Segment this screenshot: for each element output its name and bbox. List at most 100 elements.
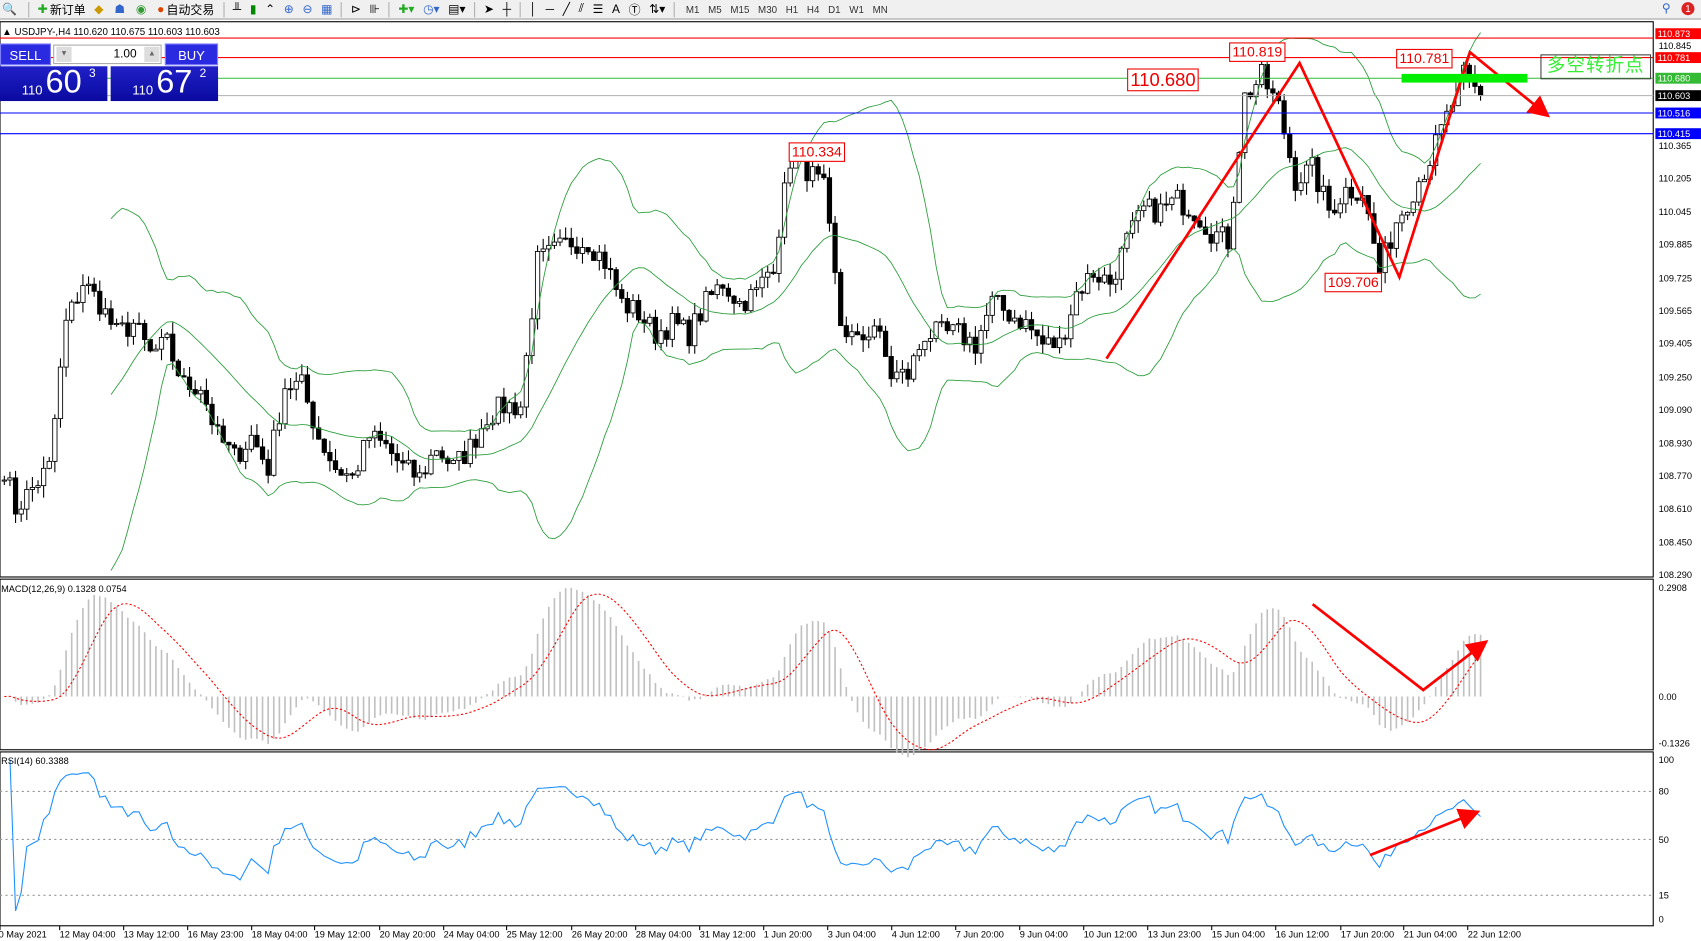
auto-trading-button[interactable]: ● 自动交易 [155, 1, 216, 17]
annotation-high-2[interactable]: 110.781 [1396, 48, 1453, 69]
autoscroll-button[interactable]: ⊳ [349, 1, 363, 17]
lot-increase-button[interactable]: ▲ [144, 46, 160, 62]
candle-body [854, 331, 861, 336]
timeframe-m5[interactable]: M5 [708, 3, 722, 15]
annotation-high-1[interactable]: 110.819 [1229, 42, 1286, 62]
horizontal-line-button[interactable]: ─ [543, 1, 556, 17]
candle-body [1023, 319, 1029, 329]
candle-body [720, 284, 726, 289]
candle-body [46, 460, 52, 469]
timeframe-d1[interactable]: D1 [828, 3, 841, 15]
periods-button[interactable]: ◷▾ [421, 1, 442, 17]
candle-body [866, 336, 872, 341]
chart-shift-button[interactable]: ⊪ [367, 1, 382, 17]
history-button[interactable]: ◆ [92, 1, 108, 17]
timeframe-mn[interactable]: MN [872, 3, 888, 15]
auto-trading-label: 自动交易 [166, 3, 215, 17]
trend-arrow-macd[interactable] [1311, 603, 1489, 692]
trendline-button[interactable]: ╱ [561, 1, 573, 17]
tile-windows-button[interactable]: ▦ [319, 1, 335, 17]
candle-body [456, 451, 462, 461]
bar-chart-button[interactable]: ╨ [231, 1, 244, 17]
market-button[interactable]: ◉ [134, 1, 151, 17]
candle-body [613, 269, 619, 291]
turning-point-label[interactable]: 多空转折点 [1540, 54, 1652, 80]
candle-body [1180, 189, 1186, 216]
candle-body [1118, 247, 1124, 280]
candle-body [360, 440, 367, 472]
line-chart-button[interactable]: ⌃ [263, 1, 277, 17]
timeframe-h4[interactable]: H4 [806, 3, 820, 15]
time-axis-label: 10 Jun 12:00 [1083, 929, 1138, 940]
time-axis-label: 18 May 04:00 [251, 929, 308, 940]
candle-body [1, 479, 7, 482]
tile-icon: ▦ [321, 3, 333, 17]
candle-body [787, 167, 793, 184]
candle-body [147, 339, 153, 352]
candle-body [1259, 64, 1265, 86]
candle-body [254, 434, 260, 448]
signals-button[interactable]: ☗ [112, 1, 129, 17]
sell-button[interactable]: SELL [0, 43, 51, 66]
search-button[interactable]: ⚲ [1660, 0, 1673, 16]
rsi-pane-frame [0, 751, 1654, 927]
candle-body [1141, 205, 1147, 212]
trend-arrow-main[interactable] [1105, 49, 1551, 360]
timeframe-h1[interactable]: H1 [785, 3, 799, 15]
fibonacci-button[interactable]: ☰ [590, 1, 605, 17]
zoom-out-button[interactable]: ⊖ [300, 1, 314, 17]
candle-body [338, 469, 344, 476]
price-axis-label: 109.090 [1658, 404, 1692, 416]
templates-button[interactable]: ▤▾ [446, 1, 468, 17]
candle-body [995, 295, 1001, 297]
timeframe-m15[interactable]: M15 [730, 3, 750, 15]
timeframe-w1[interactable]: W1 [849, 3, 864, 15]
zoom-in-button[interactable]: ⊕ [282, 1, 296, 17]
candle-body [944, 321, 950, 332]
candle-body [271, 429, 277, 476]
new-order-button[interactable]: ✚ 新订单 [35, 1, 87, 17]
notification-badge[interactable]: 1 [1681, 1, 1695, 15]
candle-body [192, 389, 198, 395]
lot-decrease-button[interactable]: ▼ [56, 46, 72, 62]
buy-button[interactable]: BUY [164, 43, 219, 66]
candle-chart-button[interactable]: ▮ [248, 1, 259, 17]
time-axis-label: 26 May 20:00 [571, 929, 628, 940]
text-button[interactable]: A [610, 1, 622, 17]
candle-body [1129, 220, 1136, 234]
zoom-tool-button[interactable]: 🔍 [0, 1, 21, 17]
label-button[interactable]: Ⓣ [626, 1, 642, 17]
candle-body [1186, 214, 1192, 217]
timeframe-m30[interactable]: M30 [758, 3, 778, 15]
candle-body [1326, 185, 1332, 211]
annotation-level[interactable]: 110.680 [1127, 68, 1199, 92]
annotation-high-0[interactable]: 110.334 [788, 142, 846, 162]
crosshair-button[interactable]: ┼ [500, 1, 513, 17]
arrows-button[interactable]: ⇅▾ [647, 1, 667, 17]
rsi-axis-label: 80 [1658, 786, 1669, 797]
arrows-icon: ⇅▾ [649, 3, 666, 17]
channel-button[interactable]: ⫽ [576, 1, 586, 17]
cursor-button[interactable]: ➤ [482, 1, 496, 17]
vertical-line-button[interactable]: │ [527, 1, 539, 17]
sell-price[interactable]: 110 60 3 [0, 64, 108, 102]
candle-body [1388, 242, 1394, 249]
price-axis-label: 108.770 [1658, 470, 1692, 482]
candle-body [551, 241, 558, 246]
lot-size-input[interactable]: 1.00 [53, 44, 162, 65]
candle-body [568, 237, 574, 248]
indicators-button[interactable]: ✚▾ [396, 1, 416, 17]
buy-price[interactable]: 110 67 2 [110, 64, 219, 102]
time-axis-label: 12 May 04:00 [59, 929, 116, 940]
rsi-label: RSI(14) 60.3388 [1, 755, 69, 767]
green-zone-bar[interactable] [1401, 73, 1528, 83]
candle-body [961, 323, 967, 346]
timeframe-m1[interactable]: M1 [685, 3, 700, 15]
candle-body [669, 312, 675, 340]
annotation-low[interactable]: 109.706 [1324, 272, 1383, 293]
chart-canvas[interactable] [0, 20, 1701, 941]
candle-body [310, 401, 316, 429]
candle-body [327, 452, 333, 462]
trend-arrow-rsi[interactable] [1369, 808, 1481, 857]
